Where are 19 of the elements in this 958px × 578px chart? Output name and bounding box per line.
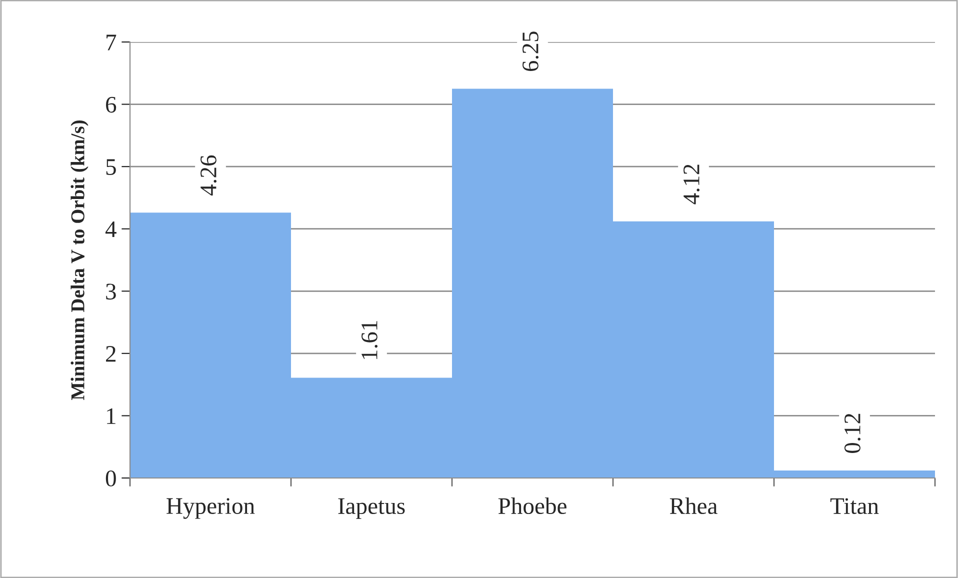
y-axis-title: Minimum Delta V to Orbit (km/s): [70, 120, 88, 400]
y-tick-label: 1: [107, 408, 116, 424]
y-tick-label: 6: [106, 96, 116, 113]
x-tick-label: Rhea: [670, 497, 718, 514]
x-tick-label: Phoebe: [498, 497, 566, 514]
y-tick-label: 4: [105, 222, 116, 238]
data-label: 4.12: [684, 164, 700, 204]
x-tick-label: Titan: [830, 498, 879, 514]
data-label: 1.61: [362, 321, 378, 359]
x-tick-label: Iapetus: [338, 498, 405, 519]
y-tick-label: 5: [106, 159, 116, 175]
y-tick-label: 2: [106, 346, 116, 362]
y-tick-label: 0: [106, 470, 116, 486]
data-label: 4.26: [200, 155, 217, 196]
x-tick-label: Hyperion: [166, 498, 255, 519]
data-label: 0.12: [844, 414, 861, 453]
y-tick-label: 7: [106, 34, 116, 50]
y-tick-label: 3: [106, 284, 116, 300]
data-label: 6.25: [522, 32, 539, 72]
